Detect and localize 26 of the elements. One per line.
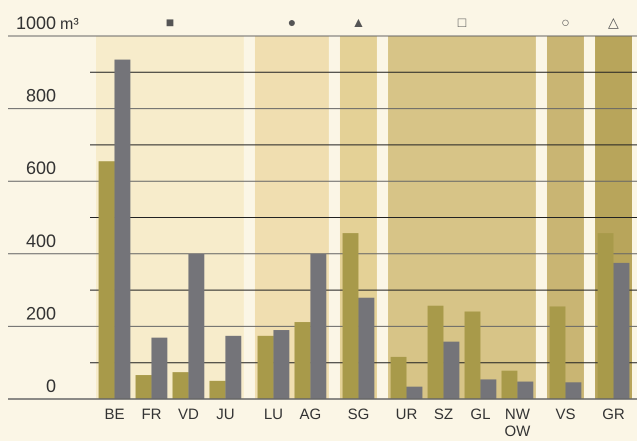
x-tick-label: FR <box>141 406 162 423</box>
x-tick-label: VS <box>555 406 576 423</box>
band-label: ● <box>288 14 296 30</box>
y-tick-label: 1000 <box>16 13 56 33</box>
band-label: ○ <box>561 14 570 30</box>
y-axis-title: m³ <box>60 16 80 33</box>
band-label: ■ <box>166 14 174 30</box>
band-label: ▲ <box>352 14 366 30</box>
x-tick-label: AG <box>300 406 322 423</box>
y-tick-label: 0 <box>46 376 56 396</box>
x-tick-label: GR <box>602 406 625 423</box>
x-tick-label: LU <box>264 406 284 423</box>
x-tick-label: NW OW <box>504 406 532 440</box>
x-tick-label: JU <box>216 406 235 423</box>
y-tick-label: 800 <box>26 86 56 106</box>
y-tick-label: 400 <box>26 230 56 251</box>
x-tick-label: GL <box>470 406 490 423</box>
y-tick-label: 200 <box>26 303 56 324</box>
band-label: △ <box>608 14 620 30</box>
x-tick-label: VD <box>178 406 199 423</box>
band-label: □ <box>458 14 467 30</box>
x-tick-label: BE <box>104 406 124 423</box>
x-tick-label: SG <box>348 406 370 423</box>
x-tick-label: UR <box>396 406 418 423</box>
y-tick-label: 600 <box>26 158 56 178</box>
x-tick-label: SZ <box>434 406 454 423</box>
